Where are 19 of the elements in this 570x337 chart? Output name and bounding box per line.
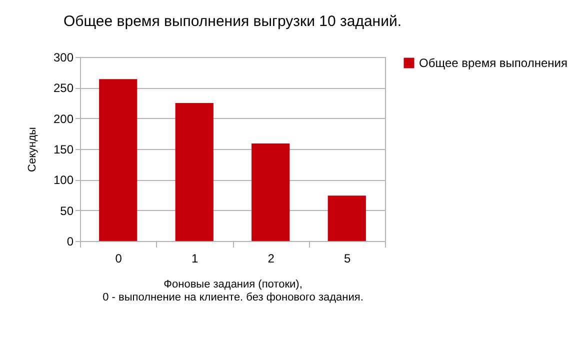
- bar: [252, 143, 290, 241]
- bar: [175, 103, 214, 241]
- y-tick-label: 0: [66, 234, 74, 248]
- y-tick-label: 250: [53, 81, 74, 96]
- y-tick-label: 50: [60, 204, 74, 218]
- y-tick-label: 300: [53, 50, 74, 64]
- x-tick-label: 0: [115, 252, 122, 266]
- x-axis-title: Фоновые задания (потоки), 0 - выполнение на клиенте. без фонового задания.: [102, 278, 364, 304]
- y-tick-label: 150: [53, 142, 74, 156]
- x-tick-label: 1: [192, 252, 199, 266]
- bar: [99, 79, 138, 241]
- legend-label: Общее время выполнения: [419, 56, 568, 70]
- y-axis-title: Секунды: [26, 126, 38, 172]
- chart-title: Общее время выполнения выгрузки 10 заданий.: [63, 13, 402, 30]
- x-tick-label: 5: [344, 252, 352, 266]
- x-tick-label: 2: [268, 252, 275, 266]
- y-tick-label: 200: [53, 112, 74, 126]
- y-tick-label: 100: [53, 173, 74, 188]
- bar: [328, 196, 366, 241]
